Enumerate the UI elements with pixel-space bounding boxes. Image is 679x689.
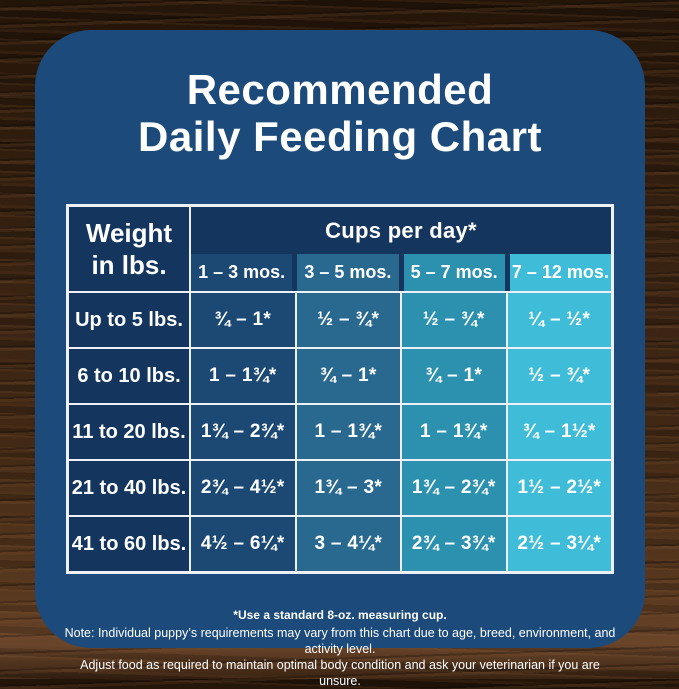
- feeding-value-cell: ¾ – 1*: [296, 349, 400, 403]
- feeding-table: Weight in lbs. Cups per day* 1 – 3 mos. …: [66, 204, 614, 574]
- measuring-cup-note: *Use a standard 8-oz. measuring cup.: [233, 608, 447, 622]
- weight-row-label: 21 to 40 lbs.: [69, 461, 189, 515]
- feeding-value-cell: 2½ – 3¼*: [507, 517, 611, 571]
- age-column-header-1-3-mos: 1 – 3 mos.: [191, 254, 293, 291]
- feeding-value-cell: ½ – ¾*: [296, 293, 400, 347]
- disclaimer-line1: Note: Individual puppy’s requirements ma…: [64, 626, 616, 656]
- age-column-header-5-7-mos: 5 – 7 mos.: [403, 254, 505, 291]
- footnotes: *Use a standard 8-oz. measuring cup. Not…: [60, 608, 620, 689]
- feeding-value-cell: 1¾ – 2¾*: [191, 405, 295, 459]
- age-column-headers: 1 – 3 mos. 3 – 5 mos. 5 – 7 mos. 7 – 12 …: [191, 254, 611, 291]
- weight-row-label: Up to 5 lbs.: [69, 293, 189, 347]
- feeding-chart-card: Recommended Daily Feeding Chart Weight i…: [35, 30, 645, 688]
- page-title-line1: Recommended: [186, 66, 494, 113]
- weight-row-label: 41 to 60 lbs.: [69, 517, 189, 571]
- page-title: Recommended Daily Feeding Chart: [35, 66, 645, 161]
- feeding-value-cell: 1¾ – 3*: [296, 461, 400, 515]
- feeding-value-cell: 3 – 4¼*: [296, 517, 400, 571]
- feeding-value-cell: 1¾ – 2¾*: [402, 461, 506, 515]
- weight-row-label: 6 to 10 lbs.: [69, 349, 189, 403]
- feeding-value-cell: 1 – 1¾*: [296, 405, 400, 459]
- weight-column-header: Weight in lbs.: [69, 207, 189, 291]
- feeding-value-cell: ¼ – ½*: [507, 293, 611, 347]
- weight-header-line1: Weight: [85, 217, 173, 248]
- feeding-value-cell: 1 – 1¾*: [402, 405, 506, 459]
- cups-per-day-header-block: Cups per day* 1 – 3 mos. 3 – 5 mos. 5 – …: [191, 207, 611, 291]
- feeding-value-cell: 1 – 1¾*: [191, 349, 295, 403]
- feeding-value-cell: ½ – ¾*: [507, 349, 611, 403]
- feeding-value-cell: ¾ – 1*: [402, 349, 506, 403]
- weight-header-line2: in lbs.: [91, 250, 167, 280]
- feeding-value-cell: 2¾ – 3¾*: [402, 517, 506, 571]
- feeding-value-cell: 2¾ – 4½*: [191, 461, 295, 515]
- feeding-value-cell: ½ – ¾*: [402, 293, 506, 347]
- weight-row-label: 11 to 20 lbs.: [69, 405, 189, 459]
- age-column-header-3-5-mos: 3 – 5 mos.: [297, 254, 399, 291]
- age-column-header-7-12-mos: 7 – 12 mos.: [509, 254, 611, 291]
- feeding-value-cell: 4½ – 6¼*: [191, 517, 295, 571]
- feeding-value-cell: ¾ – 1½*: [507, 405, 611, 459]
- feeding-value-cell: 1½ – 2½*: [507, 461, 611, 515]
- page-title-line2: Daily Feeding Chart: [138, 113, 542, 161]
- disclaimer-line2: Adjust food as required to maintain opti…: [80, 658, 600, 688]
- cups-per-day-header: Cups per day*: [325, 217, 477, 243]
- feeding-value-cell: ¾ – 1*: [191, 293, 295, 347]
